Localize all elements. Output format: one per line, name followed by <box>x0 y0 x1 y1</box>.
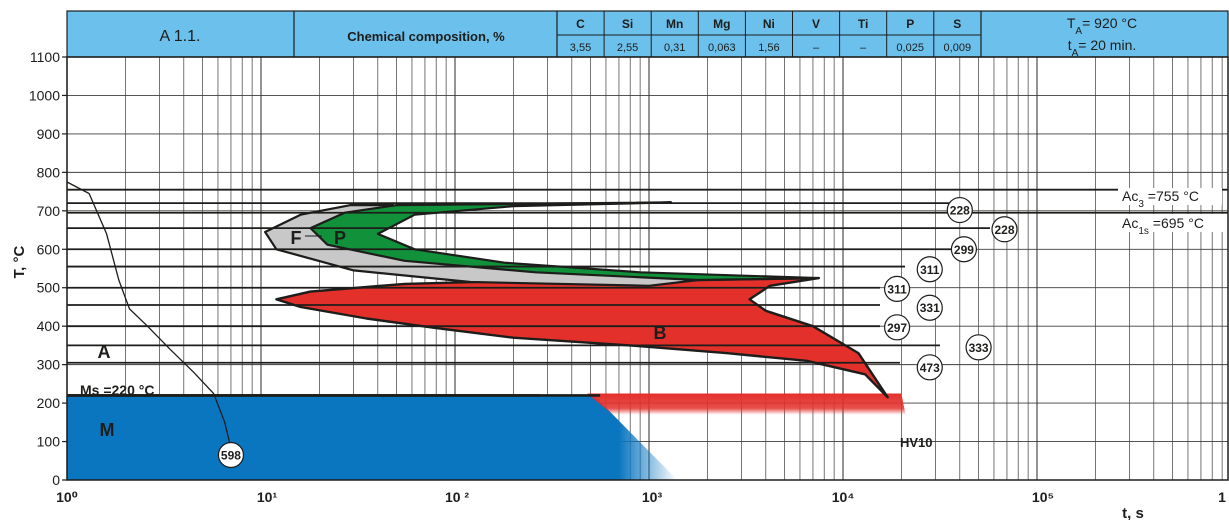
element-symbol: V <box>812 17 820 31</box>
ac1s-label: Ac1s =695 °C <box>1122 215 1204 237</box>
hardness-marker <box>883 275 911 302</box>
header-background <box>66 10 1229 58</box>
element-value: 0,009 <box>944 42 972 54</box>
ms-label: Ms =220 °C <box>80 382 154 398</box>
element-symbol: S <box>953 17 961 31</box>
element-symbol: C <box>576 17 585 31</box>
y-tick-label: 1000 <box>29 87 60 103</box>
element-symbol: Mg <box>713 17 730 31</box>
hardness-value: 598 <box>221 449 241 463</box>
element-symbol: P <box>906 17 914 31</box>
y-tick-label: 300 <box>37 357 61 373</box>
y-tick-label: 400 <box>37 318 61 334</box>
y-tick-label: 500 <box>37 280 61 296</box>
hardness-value: 299 <box>954 243 974 257</box>
region-label-martensite: M <box>100 420 115 440</box>
y-tick-labels: 0 100 200 300 400 500 600 700 800 900 1000 1100 <box>29 49 67 488</box>
region-labels: F P B M A <box>95 228 667 440</box>
austenitizing-time: tA= 20 min. <box>1068 37 1137 59</box>
element-value: 3,55 <box>570 42 591 54</box>
region-label-bainite: B <box>654 323 667 343</box>
y-tick-label: 900 <box>37 126 61 142</box>
annotations: Ms =220 °C Ac3 =755 °C Ac1s =695 °C HV10 <box>80 188 1224 450</box>
isotherm-lines <box>67 188 1228 397</box>
composition-header: C 3,55 Si 2,55 Mn 0,31 Mg 0,063 Ni 1,56 V – Ti – P 0,02… <box>66 10 1229 59</box>
austenitizing-temperature: TA= 920 °C <box>1067 15 1137 37</box>
hardness-marker <box>991 216 1018 243</box>
element-value: 0,063 <box>708 42 736 54</box>
axes: 0 100 200 300 400 500 600 700 800 900 1000 1100 10⁰… <box>11 49 1226 520</box>
hardness-value: 473 <box>920 361 940 375</box>
hardness-marker <box>916 354 943 381</box>
x-tick-label: 10¹ <box>257 489 278 505</box>
region-boundaries <box>66 181 601 454</box>
x-tick-label: 10³ <box>642 489 663 505</box>
hardness-marker <box>950 236 978 263</box>
y-tick-label: 0 <box>52 472 60 488</box>
composition-label: Chemical composition, % <box>347 29 505 44</box>
element-value: – <box>860 42 867 54</box>
region-label-pearlite: P <box>334 228 346 248</box>
element-symbol: Mn <box>666 17 683 31</box>
element-symbol: Si <box>622 17 633 31</box>
y-tick-label: 600 <box>37 241 61 257</box>
x-tick-label: 10⁵ <box>1032 489 1054 505</box>
y-tick-label: 100 <box>37 434 61 450</box>
hardness-marker <box>965 334 992 361</box>
y-tick-label: 800 <box>37 164 61 180</box>
x-tick-label: 10⁴ <box>832 489 855 505</box>
hv10-label: HV10 <box>900 435 933 450</box>
hardness-marker <box>916 256 943 283</box>
plot-frame <box>66 56 1229 481</box>
x-axis-label: t, s <box>1122 505 1144 520</box>
ac1s-label-bg <box>1118 214 1224 232</box>
x-tick-label: 10⁰ <box>56 489 78 505</box>
hardness-value: 311 <box>920 263 940 277</box>
hardness-marker <box>217 441 245 469</box>
hardness-value: 333 <box>969 341 989 355</box>
y-tick-label: 200 <box>37 395 61 411</box>
martensite-fade <box>547 395 678 480</box>
sample-id: A 1.1. <box>160 28 201 45</box>
hardness-value: 331 <box>920 301 940 315</box>
hardness-marker <box>883 314 911 341</box>
element-value: 1,56 <box>758 42 779 54</box>
hardness-value: 311 <box>887 282 907 296</box>
austenite-cooling-curve <box>66 181 233 454</box>
element-value: 2,55 <box>617 42 638 54</box>
ac3-label-bg <box>1118 188 1222 205</box>
element-value: 0,025 <box>896 42 924 54</box>
hardness-marker <box>916 294 943 321</box>
bainite-fade <box>587 393 906 415</box>
ac3-label: Ac3 =755 °C <box>1122 188 1199 210</box>
element-value: – <box>813 42 820 54</box>
phase-regions <box>67 201 906 480</box>
hardness-value: 228 <box>950 204 970 218</box>
bainite-region <box>275 276 889 399</box>
hardness-value: 228 <box>994 223 1014 237</box>
y-tick-label: 1100 <box>30 49 60 65</box>
hardness-values: 228 228 299 311 311 331 297 333 473 598 <box>217 196 1018 469</box>
element-symbol: Ti <box>858 17 868 31</box>
region-label-austenite: A <box>98 342 111 362</box>
y-axis-label: T, °C <box>11 246 28 279</box>
x-tick-labels: 10⁰ 10¹ 10 ² 10³ 10⁴ 10⁵ 1 <box>56 489 1226 505</box>
martensite-region <box>67 395 548 480</box>
hardness-marker <box>946 196 973 224</box>
y-tick-label: 700 <box>37 203 61 219</box>
x-tick-label: 1 <box>1218 489 1226 505</box>
region-label-ferrite: F <box>291 228 302 248</box>
element-cells: C 3,55 Si 2,55 Mn 0,31 Mg 0,063 Ni 1,56 V – Ti – P 0,02… <box>570 11 971 57</box>
hardness-value: 297 <box>887 321 907 335</box>
element-symbol: Ni <box>763 17 775 31</box>
element-value: 0,31 <box>664 42 685 54</box>
x-tick-label: 10 ² <box>445 489 469 505</box>
